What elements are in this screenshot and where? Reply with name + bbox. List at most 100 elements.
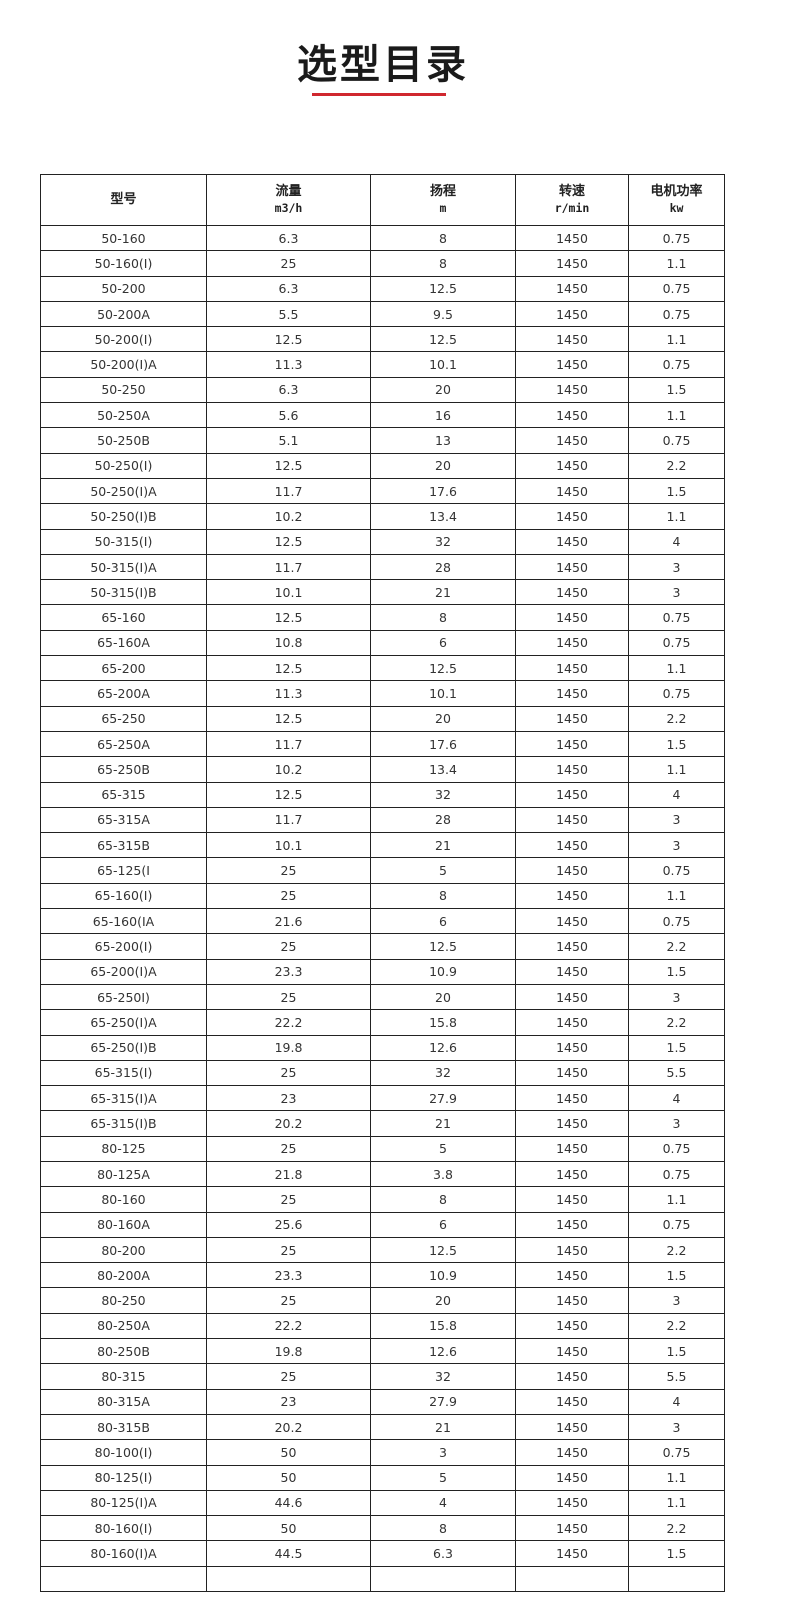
- cell-speed: 1450: [515, 857, 629, 884]
- table-row: 50-315(I)B 10.1 21 1450 3: [40, 579, 725, 606]
- cell-head: 8: [370, 882, 516, 910]
- table-row: 50-200A 5.5 9.5 1450 0.75: [40, 300, 725, 328]
- table-row: 80-160(I) 50 8 1450 2.2: [40, 1515, 725, 1542]
- cell-speed: 1450: [515, 1186, 629, 1213]
- table-row: 80-250B 19.8 12.6 1450 1.5: [40, 1338, 725, 1365]
- table-row: 80-125A 21.8 3.8 1450 0.75: [40, 1160, 725, 1188]
- table-header: 型号 流量 m3/h 扬程 m 转速 r/min 电机功率 kw: [40, 174, 725, 226]
- table-row: 80-125(I) 50 5 1450 1.1: [40, 1464, 725, 1491]
- header-label: 流量: [275, 184, 302, 199]
- cell-speed: 1450: [515, 1413, 629, 1441]
- cell-power: 0.75: [628, 629, 725, 657]
- cell-head: 21: [370, 579, 516, 606]
- cell-head: 5: [370, 857, 516, 884]
- cell-flow: 50: [206, 1464, 371, 1491]
- cell-flow: 11.7: [206, 553, 371, 581]
- cell-speed: 1450: [515, 756, 629, 783]
- cell-flow: 6.3: [206, 224, 371, 252]
- cell-power: 1.5: [628, 376, 725, 404]
- cell-flow: 20.2: [206, 1110, 371, 1137]
- cell-flow: 25.6: [206, 1211, 371, 1238]
- cell-model: 65-200A: [40, 680, 207, 707]
- table-row: 80-250 25 20 1450 3: [40, 1287, 725, 1314]
- table-row: 50-250A 5.6 16 1450 1.1: [40, 402, 725, 429]
- cell-head: 20: [370, 983, 516, 1011]
- table-row: 65-160A 10.8 6 1450 0.75: [40, 629, 725, 657]
- title-underline: [312, 93, 446, 96]
- cell-model: 65-315A: [40, 806, 207, 834]
- cell-head: 8: [370, 1515, 516, 1542]
- cell-speed: 1450: [515, 553, 629, 581]
- cell-power: 0.75: [628, 427, 725, 454]
- cell-speed: 1450: [515, 781, 629, 808]
- header-model: 型号: [40, 174, 207, 226]
- cell-speed: 1450: [515, 983, 629, 1011]
- cell-head: 8: [370, 604, 516, 631]
- cell-power: 3: [628, 553, 725, 581]
- cell-flow: [206, 1565, 371, 1593]
- table-row: 80-315B 20.2 21 1450 3: [40, 1413, 725, 1441]
- table-row: 50-200(I)A 11.3 10.1 1450 0.75: [40, 351, 725, 378]
- header-label: 电机功率: [650, 184, 703, 199]
- cell-flow: 12.5: [206, 705, 371, 732]
- cell-speed: 1450: [515, 503, 629, 530]
- cell-flow: 10.1: [206, 579, 371, 606]
- cell-model: 50-250A: [40, 402, 207, 429]
- cell-speed: 1450: [515, 730, 629, 758]
- table-row: 80-160(I)A 44.5 6.3 1450 1.5: [40, 1540, 725, 1567]
- cell-speed: 1450: [515, 452, 629, 479]
- cell-power: 1.5: [628, 958, 725, 985]
- cell-speed: 1450: [515, 655, 629, 682]
- cell-flow: 23.3: [206, 958, 371, 985]
- cell-power: 5.5: [628, 1363, 725, 1390]
- cell-flow: 12.5: [206, 452, 371, 479]
- cell-head: 8: [370, 1186, 516, 1213]
- cell-power: 3: [628, 806, 725, 834]
- cell-model: 65-315(I)A: [40, 1085, 207, 1112]
- table-row: 80-200A 23.3 10.9 1450 1.5: [40, 1262, 725, 1289]
- table-row: 80-125(I)A 44.6 4 1450 1.1: [40, 1489, 725, 1517]
- cell-model: 50-315(I)A: [40, 553, 207, 581]
- cell-model: 65-125(I: [40, 857, 207, 884]
- cell-model: 80-160: [40, 1186, 207, 1213]
- cell-speed: 1450: [515, 528, 629, 555]
- table-row: 65-160(I) 25 8 1450 1.1: [40, 882, 725, 910]
- cell-speed: 1450: [515, 376, 629, 404]
- cell-model: 65-315: [40, 781, 207, 808]
- cell-model: 65-160: [40, 604, 207, 631]
- cell-flow: 12.5: [206, 528, 371, 555]
- cell-power: 1.5: [628, 1540, 725, 1567]
- cell-power: 1.5: [628, 730, 725, 758]
- cell-power: 2.2: [628, 1312, 725, 1340]
- cell-head: 8: [370, 250, 516, 277]
- cell-model: 65-315(I)B: [40, 1110, 207, 1137]
- cell-speed: 1450: [515, 1464, 629, 1491]
- cell-model: 80-250B: [40, 1338, 207, 1365]
- cell-model: 65-200(I): [40, 933, 207, 960]
- cell-model: 50-315(I)B: [40, 579, 207, 606]
- cell-model: 50-200A: [40, 300, 207, 328]
- cell-power: 2.2: [628, 1515, 725, 1542]
- cell-model: 80-315A: [40, 1388, 207, 1415]
- cell-power: 1.1: [628, 655, 725, 682]
- cell-flow: 21.6: [206, 908, 371, 935]
- cell-model: 50-200(I): [40, 326, 207, 353]
- cell-model: 50-250(I): [40, 452, 207, 479]
- cell-power: 0.75: [628, 857, 725, 884]
- header-unit: kw: [669, 201, 684, 215]
- table-row: [40, 1565, 725, 1593]
- cell-head: 17.6: [370, 730, 516, 758]
- cell-speed: 1450: [515, 1085, 629, 1112]
- cell-model: 80-160(I)A: [40, 1540, 207, 1567]
- table-row: 50-200(I) 12.5 12.5 1450 1.1: [40, 326, 725, 353]
- cell-flow: 25: [206, 1287, 371, 1314]
- cell-flow: 11.3: [206, 680, 371, 707]
- cell-model: 65-160(I): [40, 882, 207, 910]
- cell-flow: 50: [206, 1515, 371, 1542]
- cell-model: 65-250(I)A: [40, 1009, 207, 1036]
- cell-flow: 11.3: [206, 351, 371, 378]
- cell-flow: 25: [206, 250, 371, 277]
- table-row: 65-250B 10.2 13.4 1450 1.1: [40, 756, 725, 783]
- cell-power: 3: [628, 983, 725, 1011]
- cell-flow: 5.5: [206, 300, 371, 328]
